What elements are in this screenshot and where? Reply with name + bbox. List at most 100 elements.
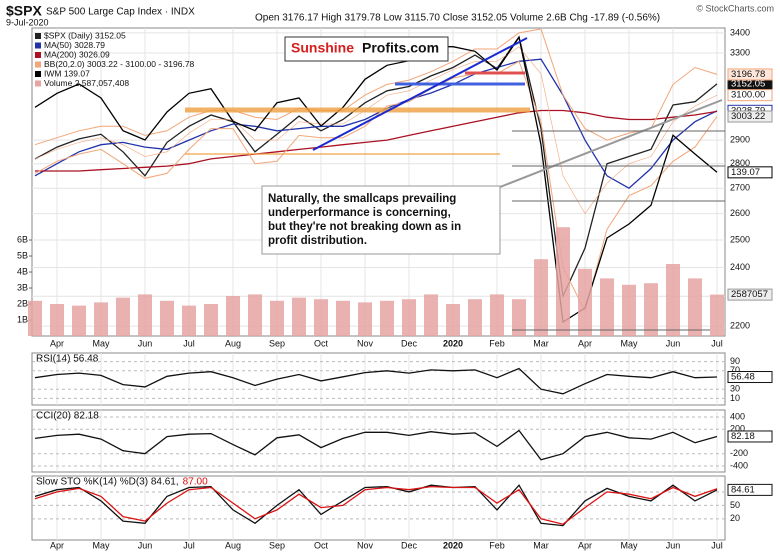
volume-bar bbox=[204, 304, 218, 336]
x-tick-label: 2020 bbox=[443, 338, 463, 348]
volume-bar bbox=[600, 278, 614, 336]
source: © StockCharts.com bbox=[696, 3, 774, 13]
y-tick-label: 2800 bbox=[730, 158, 750, 168]
label-layer: Apr May Jun Jul Aug Sep Oct Nov Dec 2020 Feb Mar Apr… bbox=[17, 27, 773, 550]
volume-bar bbox=[94, 302, 108, 336]
value-label-box bbox=[727, 110, 773, 123]
y-tick-label: -200 bbox=[730, 448, 748, 458]
series-line bbox=[34, 58, 718, 189]
annotation: profit distribution. bbox=[268, 235, 367, 247]
x-tick-label: Feb bbox=[489, 338, 505, 348]
y-tick-label: 3B bbox=[17, 282, 28, 292]
volume-bar bbox=[28, 300, 42, 336]
value-label: 3196.78 bbox=[731, 69, 765, 80]
x-tick-label: Oct bbox=[314, 338, 329, 348]
main-panel bbox=[31, 27, 726, 337]
x-tick-label: Feb bbox=[489, 540, 505, 550]
x-tick-label: Jun bbox=[138, 540, 153, 550]
x-tick-label: Jul bbox=[183, 540, 195, 550]
date: 9-Jul-2020 bbox=[6, 17, 49, 27]
value-label: 82.18 bbox=[731, 431, 755, 442]
rsi-panel bbox=[31, 352, 726, 406]
legend-label: MA(50) 3028.79 bbox=[44, 40, 105, 50]
x-tick-label: Jun bbox=[666, 540, 681, 550]
legend-swatch bbox=[35, 71, 41, 77]
volume-bar bbox=[336, 300, 350, 336]
x-tick-label: Aug bbox=[225, 338, 241, 348]
volume-bar bbox=[578, 268, 592, 336]
logo-box bbox=[284, 36, 449, 62]
volume-bar bbox=[160, 300, 174, 336]
volume-bar bbox=[468, 299, 482, 336]
x-tick-label: Sep bbox=[269, 540, 285, 550]
series-line bbox=[34, 485, 718, 525]
x-tick-label: Apr bbox=[578, 540, 592, 550]
y-tick-label: 2600 bbox=[730, 208, 750, 218]
series-line bbox=[34, 367, 718, 395]
x-tick-label: May bbox=[620, 540, 638, 550]
y-tick-label: 1B bbox=[17, 314, 28, 324]
y-tick-label: 2200 bbox=[730, 321, 750, 331]
value-label: 3152.05 bbox=[731, 78, 765, 89]
x-tick-label: Dec bbox=[401, 540, 418, 550]
cci-panel bbox=[31, 409, 726, 473]
logo: Profits.com bbox=[362, 40, 439, 56]
y-tick-label: 90 bbox=[730, 356, 740, 366]
x-tick-label: Mar bbox=[533, 540, 549, 550]
plot-layer bbox=[28, 28, 725, 540]
legend-swatch bbox=[35, 42, 41, 49]
series-line bbox=[35, 109, 718, 172]
value-label-box bbox=[727, 483, 773, 496]
y-tick-label: 2400 bbox=[730, 262, 750, 272]
y-tick-label: 3300 bbox=[730, 47, 750, 57]
volume-bar bbox=[116, 297, 130, 336]
value-label: 84.61 bbox=[731, 484, 755, 495]
volume-bar bbox=[710, 294, 724, 336]
x-tick-label: Jun bbox=[666, 338, 681, 348]
y-tick-label: 10 bbox=[730, 393, 740, 403]
legend-label: BB(20,2.0) 3003.22 - 3100.00 - 3196.78 bbox=[44, 59, 195, 69]
x-tick-label: Nov bbox=[357, 338, 374, 348]
annotation: Naturally, the smallcaps prevailing bbox=[268, 193, 456, 205]
series-line bbox=[34, 35, 718, 299]
volume-bar bbox=[270, 300, 284, 336]
y-tick-label: 5B bbox=[17, 250, 28, 260]
legend-label: Slow STO %K(14) %D(3) 84.61, bbox=[36, 477, 179, 488]
x-tick-label: Oct bbox=[314, 540, 329, 550]
y-tick-label: 2500 bbox=[730, 234, 750, 244]
volume-bar bbox=[490, 294, 504, 336]
volume-bar bbox=[402, 299, 416, 336]
value-label: 139.07 bbox=[731, 167, 760, 178]
y-tick-label: 50 bbox=[730, 500, 740, 510]
volume-bar bbox=[644, 283, 658, 336]
y-tick-label: 6B bbox=[17, 234, 28, 244]
value-label-box bbox=[727, 371, 773, 384]
volume-bar bbox=[688, 278, 702, 336]
x-tick-label: Dec bbox=[401, 338, 418, 348]
volume-bar bbox=[424, 294, 438, 336]
value-label: 3003.22 bbox=[731, 111, 765, 122]
x-tick-label: Mar bbox=[533, 338, 549, 348]
value-label-box bbox=[727, 430, 773, 443]
y-tick-label: 400 bbox=[730, 411, 745, 421]
y-tick-label: 200 bbox=[730, 424, 745, 434]
x-tick-label: Jul bbox=[183, 338, 195, 348]
volume-bar bbox=[248, 294, 262, 336]
volume-bar bbox=[138, 294, 152, 336]
y-tick-label: 20 bbox=[730, 513, 740, 523]
value-label-box bbox=[727, 89, 773, 102]
series-line bbox=[34, 35, 718, 324]
volume-bar bbox=[314, 299, 328, 336]
legend-label: 87.00 bbox=[183, 477, 208, 488]
chart-title: S&P 500 Large Cap Index · INDX bbox=[46, 7, 195, 18]
volume-bar bbox=[358, 302, 372, 336]
legend-label: IWM 139.07 bbox=[44, 68, 90, 78]
value-label-box bbox=[727, 68, 773, 81]
y-tick-label: 2700 bbox=[730, 183, 750, 193]
quote: Open 3176.17 High 3179.78 Low 3115.70 Cl… bbox=[255, 13, 660, 24]
x-tick-label: Jul bbox=[711, 338, 723, 348]
legend-swatch bbox=[35, 80, 41, 87]
x-tick-label: Apr bbox=[578, 338, 592, 348]
